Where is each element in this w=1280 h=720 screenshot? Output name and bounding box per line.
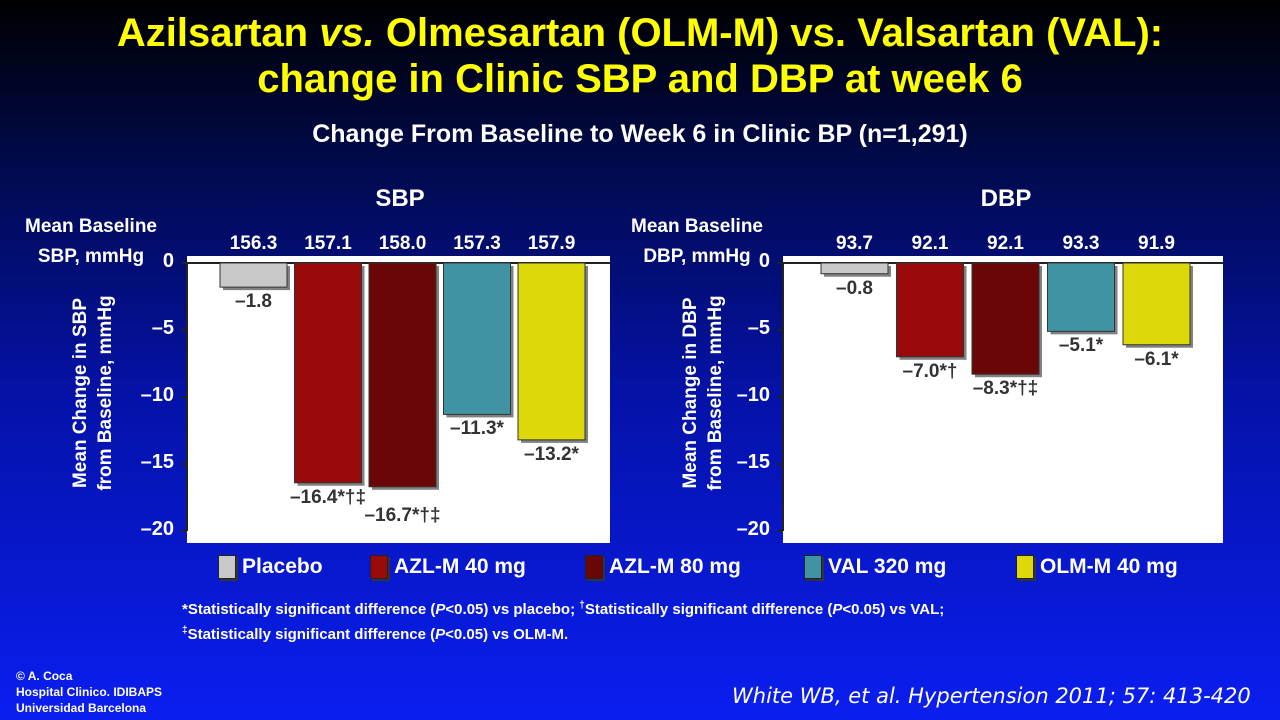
sbp-baseline-value: 157.3 (453, 233, 501, 254)
dbp-data-label: –5.1* (1058, 335, 1104, 357)
legend-swatch (1016, 555, 1034, 579)
legend-label: VAL 320 mg (828, 555, 947, 578)
sbp-bar (443, 262, 511, 415)
dbp-data-label: –6.1* (1134, 348, 1179, 370)
sbp-tick-label: –10 (140, 384, 174, 406)
dbp-tick-label: –20 (736, 518, 770, 540)
sbp-tick-label: 0 (162, 250, 174, 272)
legend-label: OLM-M 40 mg (1040, 555, 1178, 578)
dbp-bar (896, 262, 964, 358)
dbp-bar (1122, 262, 1191, 346)
chart-subtitle: Change From Baseline to Week 6 in Clinic… (312, 120, 968, 148)
legend-swatch (585, 555, 603, 579)
dbp-tick-label: –5 (747, 317, 770, 339)
sbp-data-label: –1.8 (235, 291, 272, 313)
dbp-data-label: –0.8 (836, 277, 873, 299)
legend-item: AZL-M 80 mg (585, 555, 741, 579)
sbp-baseline-value: 158.0 (378, 233, 427, 254)
sbp-bar (368, 262, 437, 488)
sbp-panel-title: SBP (375, 185, 425, 212)
sbp-baseline-value: 157.9 (527, 233, 576, 254)
sbp-bar (517, 262, 586, 441)
dbp-bar (971, 262, 1040, 375)
dbp-bar (1047, 262, 1115, 332)
sbp-data-label: –16.4*†‡ (289, 486, 367, 508)
legend-label: AZL-M 80 mg (609, 555, 741, 578)
legend-label: Placebo (242, 555, 323, 578)
author-credit: © A. Coca Hospital Clinico. IDIBAPS Univ… (16, 669, 163, 715)
legend-item: AZL-M 40 mg (370, 555, 526, 579)
sbp-data-label: –13.2* (524, 443, 579, 465)
sbp-baseline-value: 157.1 (304, 233, 352, 254)
dbp-tick-label: –10 (736, 384, 770, 406)
slide-title: Azilsartan vs. Olmesartan (OLM-M) vs. Va… (116, 11, 1164, 101)
sbp-baseline-header: Mean Baseline SBP, mmHg (25, 216, 157, 267)
dbp-baseline-value: 92.1 (911, 233, 949, 254)
dbp-tick-label: –15 (736, 451, 770, 473)
dbp-baseline-header: Mean Baseline DBP, mmHg (631, 216, 763, 267)
dbp-baseline-value: 91.9 (1138, 233, 1175, 254)
sbp-data-label: –11.3* (450, 418, 504, 440)
significance-footnote: *Statistically significant difference (P… (182, 600, 945, 643)
dbp-baseline-value: 93.3 (1062, 233, 1100, 254)
legend-swatch (370, 555, 388, 579)
dbp-data-label: –8.3*†‡ (972, 378, 1039, 400)
sbp-baseline-value: 156.3 (229, 233, 278, 254)
sbp-bar (294, 262, 362, 484)
legend-item: OLM-M 40 mg (1016, 555, 1178, 579)
sbp-tick-label: –15 (140, 451, 174, 473)
sbp-tick-label: –5 (151, 317, 174, 339)
sbp-tick-label: –20 (140, 518, 174, 540)
legend-item: Placebo (218, 555, 323, 579)
dbp-bar (820, 262, 889, 275)
legend-item: VAL 320 mg (804, 555, 946, 579)
dbp-baseline-value: 93.7 (836, 233, 873, 254)
legend-swatch (218, 555, 236, 579)
sbp-data-label: –16.7*†‡ (364, 504, 441, 526)
legend-swatch (804, 555, 822, 579)
dbp-data-label: –7.0*† (902, 360, 958, 382)
dbp-panel-title: DBP (980, 185, 1032, 212)
dbp-tick-label: 0 (758, 250, 770, 272)
dbp-baseline-value: 92.1 (987, 233, 1024, 254)
sbp-bar (219, 262, 288, 288)
citation: White WB, et al. Hypertension 2011; 57: … (732, 684, 1251, 708)
legend-label: AZL-M 40 mg (394, 555, 526, 578)
